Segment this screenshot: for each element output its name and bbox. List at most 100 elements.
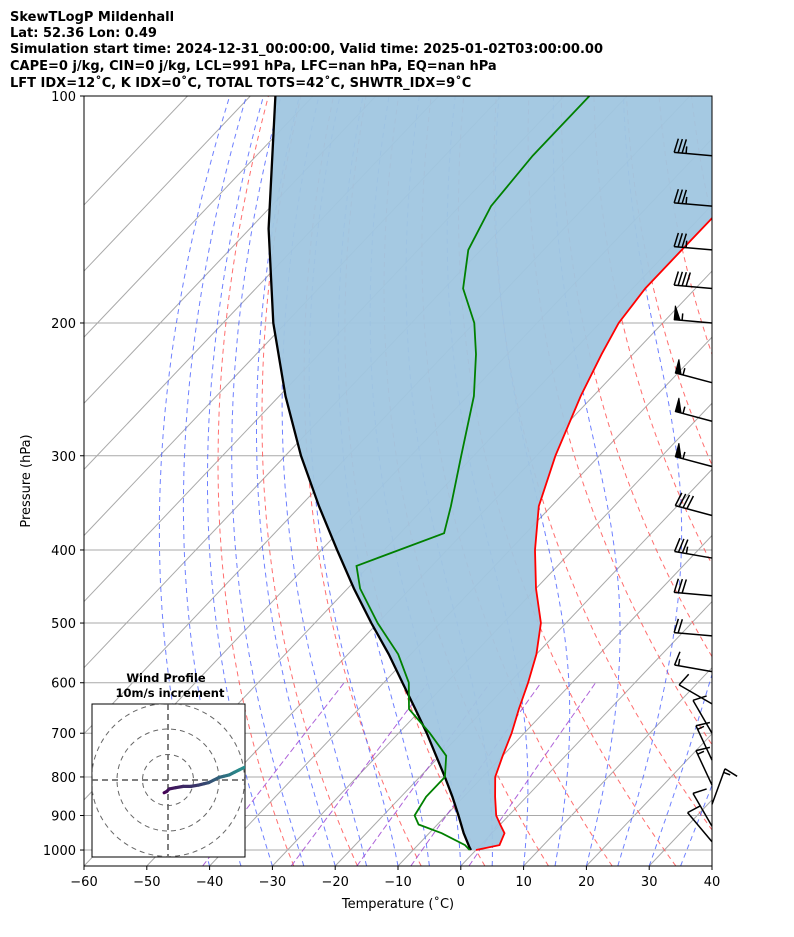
barb-shaft — [674, 550, 713, 559]
barb-flag — [687, 805, 701, 814]
wind-barb — [692, 695, 713, 734]
barb-flag — [677, 189, 684, 204]
barb-pennant — [674, 359, 682, 376]
barb-flag — [678, 493, 687, 508]
moist-adiabat — [680, 783, 712, 866]
barb-flag — [686, 495, 695, 510]
barb-shaft — [678, 684, 713, 705]
x-tick-label: −30 — [259, 875, 286, 890]
isotherm-line — [84, 96, 314, 338]
barb-shaft — [692, 699, 713, 734]
y-tick-label: 900 — [51, 810, 76, 825]
wind-barb — [674, 492, 713, 517]
isotherm-line — [84, 96, 377, 404]
barb-flag — [673, 618, 680, 633]
barb-shaft — [692, 792, 713, 827]
y-tick-label: 300 — [51, 450, 76, 465]
moist-adiabat — [552, 96, 621, 866]
inset-subtitle: 10m/s increment — [116, 686, 225, 700]
wind-barb — [692, 788, 713, 827]
header-title: SkewTLogP Mildenhall — [10, 10, 174, 25]
y-tick-label: 800 — [51, 771, 76, 786]
wind-barb — [711, 768, 738, 805]
wind-barb — [673, 232, 713, 251]
barb-pennant — [673, 305, 681, 321]
isotherm-line — [272, 402, 712, 866]
y-axis-label: Pressure (hPa) — [19, 434, 34, 527]
y-tick-label: 600 — [51, 677, 76, 692]
header: SkewTLogP Mildenhall Lat: 52.36 Lon: 0.4… — [10, 10, 603, 91]
axes: −60 −50 −40 −30 −20 −10 0 10 20 30 40 100 200 300 400 5… — [43, 90, 720, 890]
wind-barb — [678, 673, 713, 705]
barb-flag — [681, 139, 688, 154]
x-tick-label: 0 — [457, 875, 465, 890]
profile-layer — [267, 96, 712, 851]
y-tick-label: 500 — [51, 617, 76, 632]
wind-barb — [673, 618, 713, 637]
barb-flag — [678, 673, 690, 686]
barb-flag — [673, 537, 681, 552]
barb-half-flag — [682, 451, 686, 459]
y-tick-label: 200 — [51, 317, 76, 332]
y-tick-label: 400 — [51, 544, 76, 559]
x-tick-label: −40 — [196, 875, 223, 890]
dry-adiabat — [593, 96, 712, 566]
barb-flag — [685, 272, 692, 287]
hodograph-segment — [237, 765, 245, 772]
barb-flag — [673, 651, 681, 666]
moist-adiabat — [617, 96, 683, 866]
y-tick-label: 1000 — [43, 844, 76, 859]
y-tick-label: 700 — [51, 727, 76, 742]
barb-half-flag — [685, 240, 688, 248]
barb-shaft — [674, 664, 713, 673]
isotherm-line — [460, 600, 712, 866]
wind-barb — [674, 397, 713, 422]
moist-adiabat — [648, 672, 712, 866]
barb-half-flag — [697, 750, 705, 755]
header-indices-2: LFT IDX=12˚C, K IDX=0˚C, TOTAL TOTS=42˚C… — [10, 75, 471, 91]
barb-flag — [677, 619, 684, 634]
barb-shaft — [674, 591, 713, 597]
wind-barb — [674, 443, 713, 468]
hodograph-ring — [142, 754, 194, 806]
hodograph — [92, 704, 245, 857]
barb-half-flag — [685, 196, 688, 204]
header-location: Lat: 52.36 Lon: 0.49 — [10, 26, 157, 41]
barb-shaft — [674, 631, 713, 637]
barb-shaft — [674, 202, 713, 207]
mixing-ratio-line — [410, 682, 542, 866]
parcel-path-line — [267, 96, 473, 851]
x-tick-label: −60 — [70, 875, 97, 890]
barb-flag — [677, 538, 685, 553]
moist-adiabat — [231, 96, 305, 866]
barb-shaft — [686, 812, 713, 843]
moist-adiabat — [743, 96, 794, 866]
dry-adiabat — [560, 96, 712, 658]
y-tick-label: 100 — [51, 90, 76, 105]
dry-adiabat — [261, 96, 358, 866]
barb-flag — [692, 788, 707, 795]
barb-half-flag — [677, 658, 681, 666]
cape-cin-shade — [268, 96, 712, 850]
isotherm-line — [711, 865, 712, 866]
barb-half-flag — [685, 146, 688, 154]
barb-pennant — [674, 397, 682, 414]
dewpoint-line — [355, 96, 591, 851]
isotherm-line — [586, 733, 712, 866]
dry-adiabat — [724, 96, 794, 866]
barb-shaft — [674, 284, 713, 290]
barb-shaft — [695, 750, 713, 786]
barb-flag — [673, 578, 680, 593]
x-axis-label: Temperature (˚C) — [341, 896, 454, 912]
barb-flag — [673, 232, 680, 247]
dry-adiabat — [217, 96, 295, 866]
barb-flag — [673, 188, 680, 204]
x-tick-label: −20 — [321, 875, 348, 890]
wind-barb — [695, 746, 713, 786]
hodograph-ring — [92, 704, 245, 857]
barb-flag — [681, 271, 688, 287]
barb-flag — [674, 492, 683, 506]
hodograph-ring — [116, 728, 220, 832]
barb-flag — [677, 138, 684, 153]
x-tick-label: 40 — [704, 875, 721, 890]
